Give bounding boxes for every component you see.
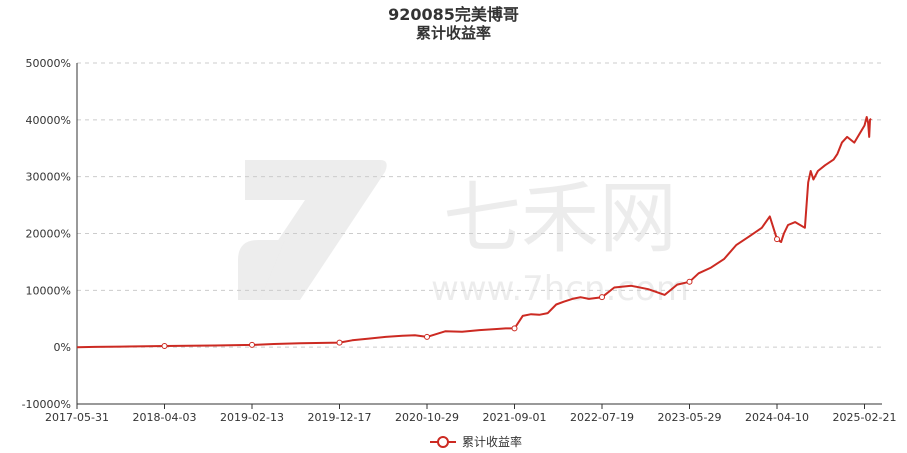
- series-line: [76, 116, 872, 349]
- x-tick-label: 2019-12-17: [308, 411, 372, 424]
- data-point-marker: [599, 294, 605, 301]
- legend-label[interactable]: 累计收益率: [462, 434, 522, 449]
- legend-marker-icon: [437, 436, 449, 448]
- data-point-marker: [424, 333, 430, 340]
- data-point-marker: [336, 339, 343, 346]
- y-tick-label: 0%: [54, 341, 71, 354]
- data-point-marker: [249, 341, 255, 348]
- x-tick-label: 2019-02-13: [220, 411, 284, 424]
- x-tick-label: 2023-05-29: [658, 411, 722, 424]
- y-tick-label: 40000%: [26, 114, 71, 127]
- y-tick-label: 20000%: [26, 228, 71, 241]
- y-tick-label: 30000%: [26, 171, 71, 184]
- x-tick-label: 2025-02-21: [833, 411, 897, 424]
- legend[interactable]: 累计收益率: [430, 434, 522, 449]
- x-tick-label: 2024-04-10: [745, 411, 809, 424]
- data-point-marker: [686, 278, 693, 285]
- x-tick-label: 2017-05-31: [45, 411, 109, 424]
- watermark-logo: [238, 160, 387, 300]
- data-point-marker: [511, 325, 518, 332]
- watermark-brand: 七禾网: [443, 174, 677, 264]
- axis-layer: -10000% 0% 10000% 20000% 30000% 40000% 50000% 2…: [22, 57, 897, 424]
- x-tick-label: 2020-10-29: [395, 411, 459, 424]
- x-tick-label: 2022-07-19: [570, 411, 634, 424]
- x-tick-label: 2021-09-01: [483, 411, 547, 424]
- data-point-marker: [161, 343, 168, 350]
- series-layer: [76, 116, 872, 350]
- x-tick-label: 2018-04-03: [133, 411, 197, 424]
- y-tick-label: 10000%: [26, 284, 71, 297]
- y-tick-label: 50000%: [26, 57, 71, 70]
- chart-subtitle: 累计收益率: [415, 24, 491, 42]
- data-point-marker: [774, 236, 780, 243]
- y-tick-label: -10000%: [22, 398, 71, 411]
- chart-title: 920085完美博哥: [388, 5, 519, 24]
